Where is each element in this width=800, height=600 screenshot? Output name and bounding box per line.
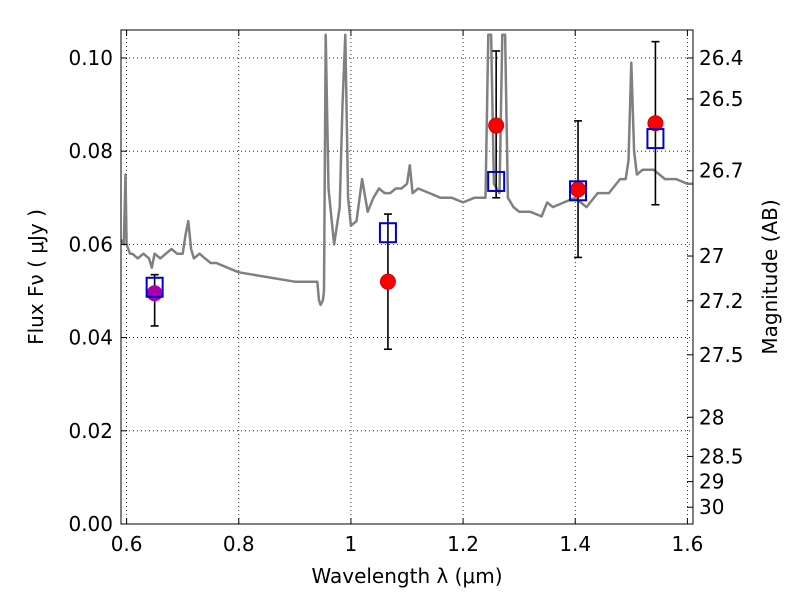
x-axis-label: Wavelength λ (μm) [311,564,502,588]
y2-tick-label: 29 [699,470,724,494]
y-tick-label: 0.06 [68,232,113,256]
observed-point [379,273,396,290]
y2-axis-label: Magnitude (AB) [758,199,782,354]
plot-background [121,30,693,524]
y-tick-label: 0.00 [68,512,113,536]
y2-tick-label: 30 [699,495,724,519]
x-tick-label: 1.6 [671,532,703,556]
model-box-point [487,170,506,192]
x-tick-label: 1 [345,532,358,556]
observed-point [647,115,664,132]
observed-point [570,181,587,198]
y2-tick-label: 27.5 [699,343,744,367]
y-tick-label: 0.10 [68,46,113,70]
x-axis: 0.6 0.8 1 1.2 1.4 1.6 [111,30,703,556]
plot-frame [120,29,694,525]
y2-tick-label: 28 [699,405,724,429]
model-box-point [145,276,164,298]
model-box-point [646,128,665,150]
y-tick-label: 0.02 [68,419,113,443]
y2-tick-label: 26.4 [699,46,744,70]
data-marks [145,40,665,351]
y2-tick-label: 27.2 [699,289,744,313]
x-tick-label: 1.4 [559,532,591,556]
y2-tick-label: 27 [699,244,724,268]
y2-tick-label: 26.5 [699,87,744,111]
y2-tick-label: 26.7 [699,159,744,183]
model-box-point [378,222,397,244]
model-box-point [569,180,588,202]
y-axis: 0.00 0.02 0.04 0.06 0.08 0.10 [68,46,127,536]
y2-tick-label: 28.5 [699,444,744,468]
special-point [146,285,163,302]
y-tick-label: 0.04 [68,326,113,350]
x-tick-label: 0.8 [223,532,255,556]
x-tick-label: 0.6 [111,532,143,556]
y-axis-label: Flux Fν ( μJy ) [24,209,48,345]
observed-point [488,117,505,134]
x-tick-label: 1.2 [447,532,479,556]
y-tick-label: 0.08 [68,139,113,163]
